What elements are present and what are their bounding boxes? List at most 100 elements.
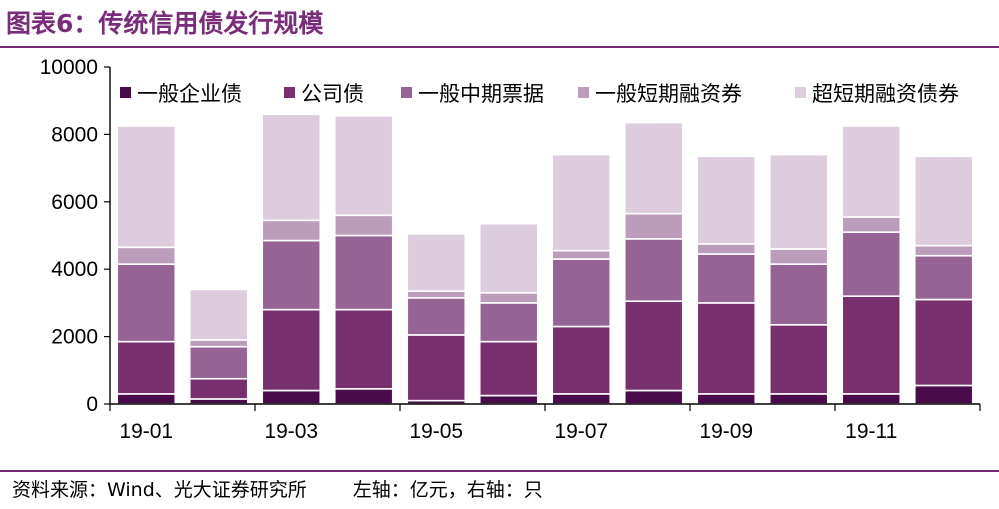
axis-unit-note: 左轴：亿元，右轴：只 bbox=[352, 479, 543, 501]
bar-segment bbox=[841, 216, 902, 233]
bar-segment bbox=[768, 393, 829, 405]
chart-legend: 一般企业债 公司债 一般中期票据 一般短期融资券 超短期融资债券 bbox=[120, 82, 959, 106]
legend-label: 一般企业债 bbox=[137, 82, 242, 106]
source-note: 资料来源：Wind、光大证券研究所 左轴：亿元，右轴：只 bbox=[12, 476, 543, 504]
bar-segment bbox=[478, 340, 539, 397]
bar-stack-19-01 bbox=[116, 125, 177, 405]
legend-label: 一般中期票据 bbox=[418, 82, 544, 106]
bar-segment bbox=[913, 155, 974, 247]
x-tick-label: 19-09 bbox=[699, 420, 753, 443]
y-tick-label: 8000 bbox=[51, 123, 98, 146]
bar-segment bbox=[406, 233, 467, 292]
bar-segment bbox=[623, 238, 684, 303]
bar-segment bbox=[623, 121, 684, 215]
legend-swatch bbox=[795, 87, 806, 98]
legend-item: 公司债 bbox=[284, 82, 364, 106]
y-tick-label: 2000 bbox=[51, 326, 98, 349]
chart-axes: 0 2000 4000 6000 8000 10000 19-01 19-03 19-05 19-… bbox=[40, 56, 981, 443]
bar-stack-19-11 bbox=[841, 125, 902, 405]
bar-stack-19-07 bbox=[551, 153, 612, 405]
stacked-bar-chart: 一般企业债 公司债 一般中期票据 一般短期融资券 超短期融资债券 0 2000 4000 60… bbox=[40, 56, 981, 443]
bar-segment bbox=[551, 258, 612, 328]
bar-segment bbox=[696, 393, 757, 405]
legend-swatch bbox=[578, 87, 589, 98]
bar-stack-19-10 bbox=[768, 153, 829, 405]
bar-segment bbox=[188, 288, 249, 341]
bar-segment bbox=[333, 214, 394, 237]
bar-segment bbox=[768, 248, 829, 265]
bar-segment bbox=[696, 302, 757, 395]
bar-segment bbox=[623, 212, 684, 240]
bar-segment bbox=[478, 291, 539, 304]
page-title: 图表6：传统信用债发行规模 bbox=[6, 9, 324, 38]
bar-stack-19-04 bbox=[333, 115, 394, 405]
bar-segment bbox=[116, 263, 177, 343]
bar-segment bbox=[551, 325, 612, 395]
bar-segment bbox=[913, 384, 974, 405]
legend-item: 超短期融资债券 bbox=[795, 82, 959, 106]
bar-segment bbox=[406, 297, 467, 336]
legend-item: 一般短期融资券 bbox=[578, 82, 742, 106]
bar-segment bbox=[768, 153, 829, 250]
bar-segment bbox=[551, 153, 612, 252]
bar-segment bbox=[913, 244, 974, 257]
x-tick-label: 19-03 bbox=[264, 420, 318, 443]
footer-divider bbox=[0, 470, 999, 472]
legend-label: 超短期融资债券 bbox=[812, 82, 959, 106]
bar-segment bbox=[841, 231, 902, 297]
bar-segment bbox=[913, 298, 974, 387]
bar-segment bbox=[841, 295, 902, 395]
source-text: 资料来源：Wind、光大证券研究所 bbox=[12, 479, 307, 501]
bar-segment bbox=[478, 394, 539, 405]
bar-segment bbox=[841, 393, 902, 405]
bar-segment bbox=[478, 222, 539, 294]
y-tick-label: 10000 bbox=[40, 56, 98, 79]
bar-segment bbox=[841, 125, 902, 218]
bar-segment bbox=[116, 246, 177, 265]
y-tick-label: 0 bbox=[86, 393, 98, 416]
bar-stack-19-05 bbox=[406, 233, 467, 405]
bar-segment bbox=[188, 339, 249, 348]
x-tick-label: 19-05 bbox=[409, 420, 463, 443]
bar-segment bbox=[116, 393, 177, 405]
bar-segment bbox=[333, 234, 394, 311]
legend-item: 一般企业债 bbox=[120, 82, 242, 106]
bar-segment bbox=[551, 393, 612, 405]
bar-segment bbox=[696, 155, 757, 245]
bar-stack-19-09 bbox=[696, 155, 757, 405]
bar-stacks bbox=[116, 113, 974, 405]
bar-segment bbox=[333, 308, 394, 390]
bar-stack-19-02 bbox=[188, 288, 249, 405]
legend-label: 公司债 bbox=[301, 82, 364, 106]
y-tick-label: 6000 bbox=[51, 191, 98, 214]
bar-segment bbox=[406, 290, 467, 299]
bar-stack-19-03 bbox=[261, 113, 322, 405]
bar-segment bbox=[623, 300, 684, 392]
bar-segment bbox=[478, 302, 539, 343]
bar-stack-19-06 bbox=[478, 222, 539, 405]
bar-segment bbox=[261, 219, 322, 242]
bar-segment bbox=[261, 113, 322, 222]
bar-segment bbox=[551, 249, 612, 260]
bar-segment bbox=[768, 324, 829, 395]
bar-segment bbox=[406, 334, 467, 402]
x-tick-label: 19-07 bbox=[554, 420, 608, 443]
bar-segment bbox=[696, 253, 757, 304]
bar-segment bbox=[188, 377, 249, 400]
legend-item: 一般中期票据 bbox=[401, 82, 544, 106]
legend-label: 一般短期融资券 bbox=[595, 82, 742, 106]
bar-segment bbox=[261, 389, 322, 405]
title-divider bbox=[0, 46, 999, 48]
bar-segment bbox=[333, 115, 394, 217]
legend-swatch bbox=[284, 87, 295, 98]
bar-segment bbox=[188, 345, 249, 380]
bar-segment bbox=[623, 389, 684, 405]
bar-segment bbox=[116, 340, 177, 395]
bar-stack-19-08 bbox=[623, 121, 684, 405]
bar-segment bbox=[261, 239, 322, 311]
x-tick-label: 19-01 bbox=[119, 420, 173, 443]
y-tick-label: 4000 bbox=[51, 258, 98, 281]
bar-stack-19-12 bbox=[913, 155, 974, 405]
legend-swatch bbox=[120, 87, 131, 98]
bar-segment bbox=[333, 388, 394, 405]
